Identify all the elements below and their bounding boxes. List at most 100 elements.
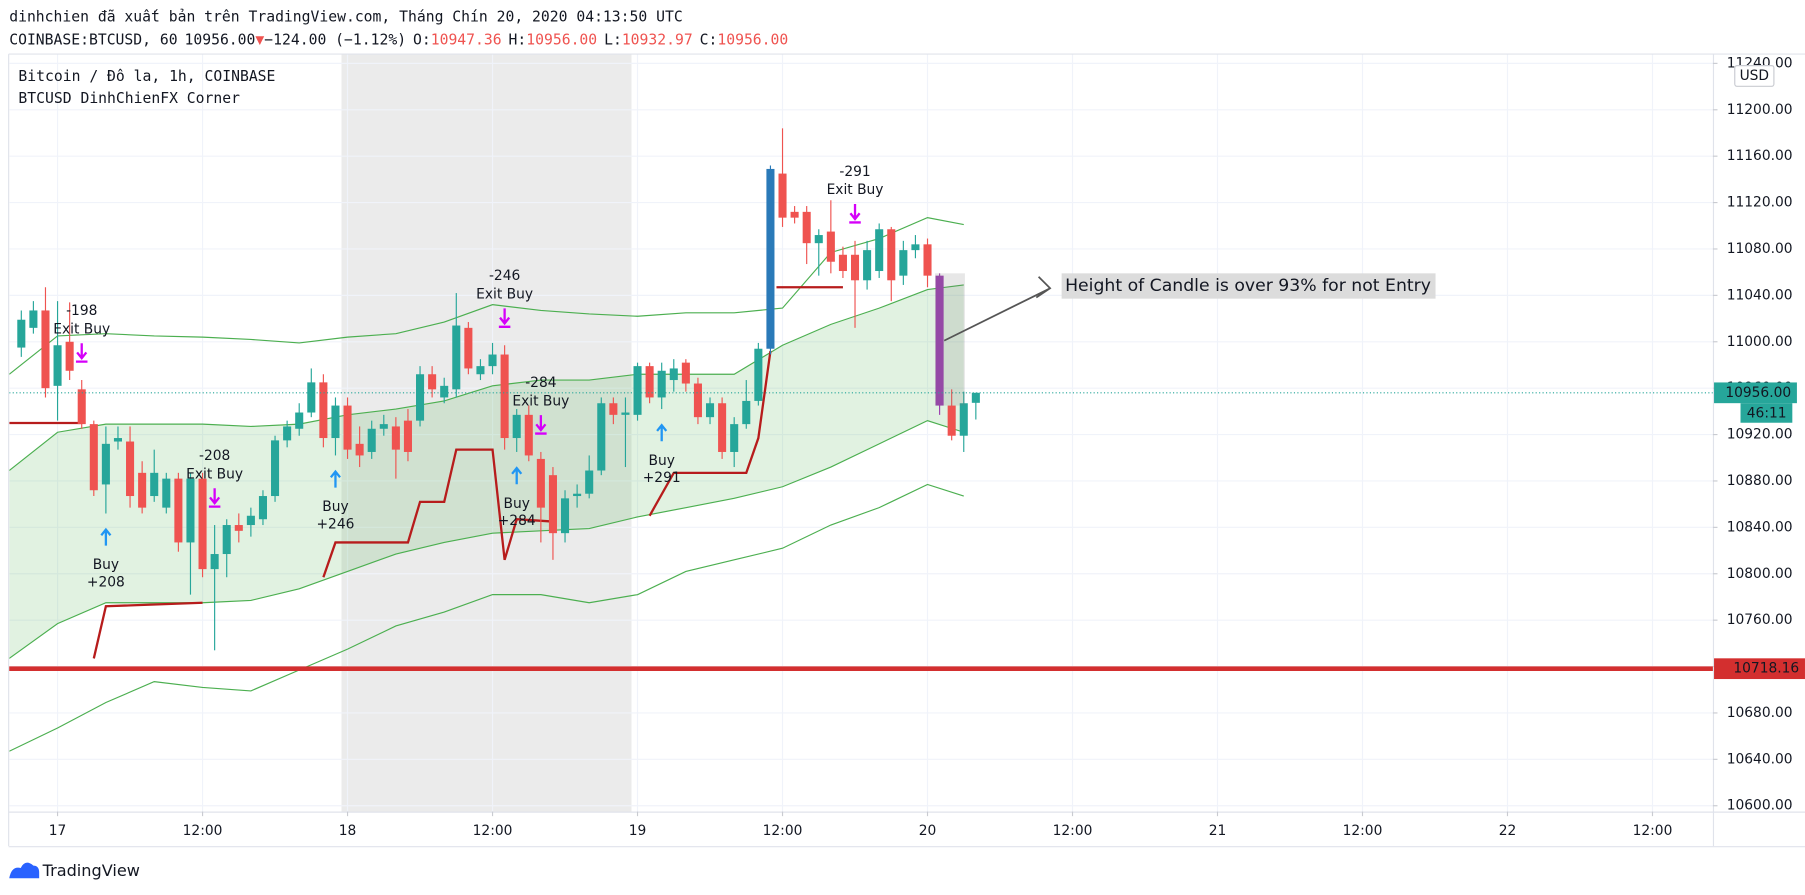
change: −124.00 (−1.12%)	[264, 31, 406, 48]
candle-body	[331, 405, 340, 439]
candle-body	[440, 385, 449, 398]
candle-body	[669, 368, 678, 381]
candle-body	[403, 420, 412, 452]
candle-body	[65, 341, 74, 371]
x-tick-label: 20	[919, 823, 937, 839]
y-tick-label: 11040.00	[1727, 287, 1793, 303]
candle-body	[778, 173, 787, 218]
legend-line: BTCUSD DinhChienFX Corner	[18, 90, 240, 107]
high-label: H:	[509, 31, 527, 48]
countdown-box	[1740, 403, 1793, 423]
candle-body	[138, 472, 147, 508]
last-price-label: 10956.00	[1725, 385, 1791, 401]
brand: TradingView	[42, 861, 140, 880]
open-value: 10947.36	[431, 31, 502, 48]
y-tick-label: 11120.00	[1727, 195, 1793, 211]
signal-label: -284	[525, 375, 556, 391]
candle-body	[645, 366, 654, 398]
candle-body	[573, 493, 582, 497]
x-tick-label: 12:00	[1633, 823, 1673, 839]
candle-body	[561, 498, 570, 534]
price-label-box	[1714, 658, 1805, 680]
candle-body	[210, 554, 219, 570]
signal-label: Buy	[322, 499, 348, 515]
signal-label: -291	[839, 164, 870, 180]
y-tick-label: 10880.00	[1727, 473, 1793, 489]
candle-body	[500, 354, 509, 439]
x-tick-label: 21	[1209, 823, 1227, 839]
signal-label: +246	[317, 517, 355, 533]
signal-label: Exit Buy	[186, 466, 243, 482]
candle-body	[633, 366, 642, 415]
candle-body	[77, 389, 86, 425]
candle-body	[718, 403, 727, 452]
candle-body	[923, 244, 932, 276]
candle-body	[911, 244, 920, 251]
signal-label: Buy	[504, 496, 530, 512]
y-tick-label: 11200.00	[1727, 102, 1793, 118]
signal-arrow	[208, 488, 221, 508]
candle-body	[391, 426, 400, 450]
currency-box	[1734, 65, 1775, 87]
y-tick-label: 10600.00	[1727, 798, 1793, 814]
note-box	[1061, 273, 1436, 299]
close-value: 10956.00	[717, 31, 788, 48]
signal-label: Exit Buy	[476, 287, 533, 303]
x-tick-label: 12:00	[1343, 823, 1383, 839]
candle-body	[935, 275, 944, 406]
change-arrow: ▼	[255, 31, 264, 48]
note-arrow	[943, 276, 1052, 342]
y-tick-label: 10640.00	[1727, 751, 1793, 767]
signal-label: Exit Buy	[827, 182, 884, 198]
candle-body	[657, 370, 666, 398]
candle-body	[621, 412, 630, 415]
candle-body	[899, 250, 908, 276]
candle-body	[464, 327, 473, 369]
symbol: COINBASE:BTCUSD, 60	[9, 31, 177, 48]
y-tick-label: 11160.00	[1727, 148, 1793, 164]
candle-body	[754, 348, 763, 401]
candle-body	[113, 438, 123, 442]
signal-arrow	[329, 469, 341, 488]
candle-body	[258, 496, 267, 520]
last: 10956.00	[185, 31, 256, 48]
candle-body	[162, 478, 171, 508]
note-text: Height of Candle is over 93% for not Ent…	[1065, 276, 1431, 296]
candle-body	[101, 443, 110, 485]
signal-arrow	[656, 423, 668, 442]
candle-body	[947, 405, 956, 436]
band-line	[9, 217, 964, 375]
candle-body	[512, 414, 521, 439]
candle-body	[319, 382, 328, 439]
candle-body	[41, 310, 50, 389]
candle-body	[681, 362, 690, 384]
brand-logo	[9, 862, 40, 879]
x-tick-label: 17	[49, 823, 67, 839]
candle-body	[198, 478, 207, 570]
signal-label: -198	[66, 303, 97, 319]
currency: USD	[1740, 68, 1769, 84]
y-tick-label: 10840.00	[1727, 519, 1793, 535]
plot-area	[9, 54, 1713, 812]
candle-body	[742, 400, 751, 425]
candle-body	[452, 325, 461, 390]
y-tick-label: 10800.00	[1727, 566, 1793, 582]
x-tick-label: 12:00	[473, 823, 513, 839]
candle-body	[150, 472, 159, 497]
candle-body	[283, 426, 292, 441]
x-tick-label: 19	[629, 823, 647, 839]
header-line: dinhchien đã xuất bản trên TradingView.c…	[9, 8, 682, 25]
signal-arrow	[498, 308, 511, 328]
x-tick-label: 12:00	[1053, 823, 1093, 839]
open-label: O:	[413, 31, 431, 48]
x-tick-label: 12:00	[183, 823, 223, 839]
candle-body	[488, 354, 497, 367]
signal-arrow	[511, 466, 523, 485]
candle-body	[802, 211, 811, 244]
session-shade	[341, 54, 632, 812]
candle-body	[367, 428, 376, 452]
candle-body	[850, 254, 860, 281]
candle-body	[524, 414, 533, 456]
